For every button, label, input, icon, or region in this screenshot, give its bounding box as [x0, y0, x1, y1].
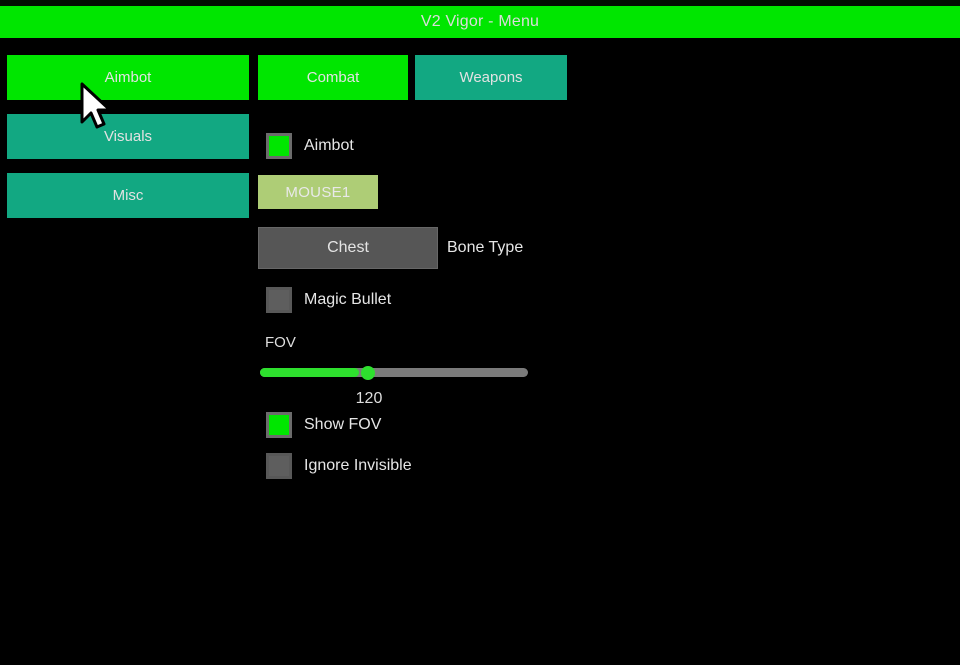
aimbot-toggle-row: Aimbot: [266, 133, 354, 159]
window-top-edge: [0, 0, 960, 6]
magic-bullet-checkbox[interactable]: [266, 287, 292, 313]
aimbot-checkbox-label: Aimbot: [304, 137, 354, 154]
fov-value: 120: [355, 390, 383, 407]
sidebar-item-aimbot[interactable]: Aimbot: [7, 55, 249, 100]
magic-bullet-row: Magic Bullet: [266, 287, 391, 313]
tab-combat[interactable]: Combat: [258, 55, 408, 100]
tab-weapons-label: Weapons: [459, 69, 523, 86]
bone-type-selected-value: Chest: [327, 239, 369, 256]
bone-type-dropdown[interactable]: Chest: [258, 227, 438, 269]
sidebar-item-aimbot-label: Aimbot: [104, 69, 152, 86]
tab-combat-label: Combat: [306, 69, 360, 86]
sidebar-item-misc-label: Misc: [112, 187, 144, 204]
ignore-invisible-row: Ignore Invisible: [266, 453, 412, 479]
window-title: V2 Vigor - Menu: [420, 13, 540, 30]
show-fov-label: Show FOV: [304, 416, 382, 433]
fov-title: FOV: [265, 334, 296, 351]
ignore-invisible-checkbox[interactable]: [266, 453, 292, 479]
fov-slider-thumb[interactable]: [361, 366, 375, 380]
sidebar-item-visuals[interactable]: Visuals: [7, 114, 249, 159]
magic-bullet-label: Magic Bullet: [304, 291, 392, 308]
title-bar: V2 Vigor - Menu: [0, 6, 960, 38]
show-fov-row: Show FOV: [266, 412, 381, 438]
aimbot-keybind-label: MOUSE1: [285, 183, 351, 201]
aimbot-checkbox[interactable]: [266, 133, 292, 159]
sidebar-item-misc[interactable]: Misc: [7, 173, 249, 218]
aimbot-keybind-button[interactable]: MOUSE1: [258, 175, 378, 209]
show-fov-checkbox[interactable]: [266, 412, 292, 438]
bone-type-label: Bone Type: [447, 239, 524, 256]
sidebar-item-visuals-label: Visuals: [103, 128, 153, 145]
fov-slider-track[interactable]: [260, 368, 528, 377]
fov-slider[interactable]: [260, 366, 528, 380]
tab-weapons[interactable]: Weapons: [415, 55, 567, 100]
ignore-invisible-label: Ignore Invisible: [304, 457, 412, 474]
fov-slider-fill: [260, 368, 359, 377]
